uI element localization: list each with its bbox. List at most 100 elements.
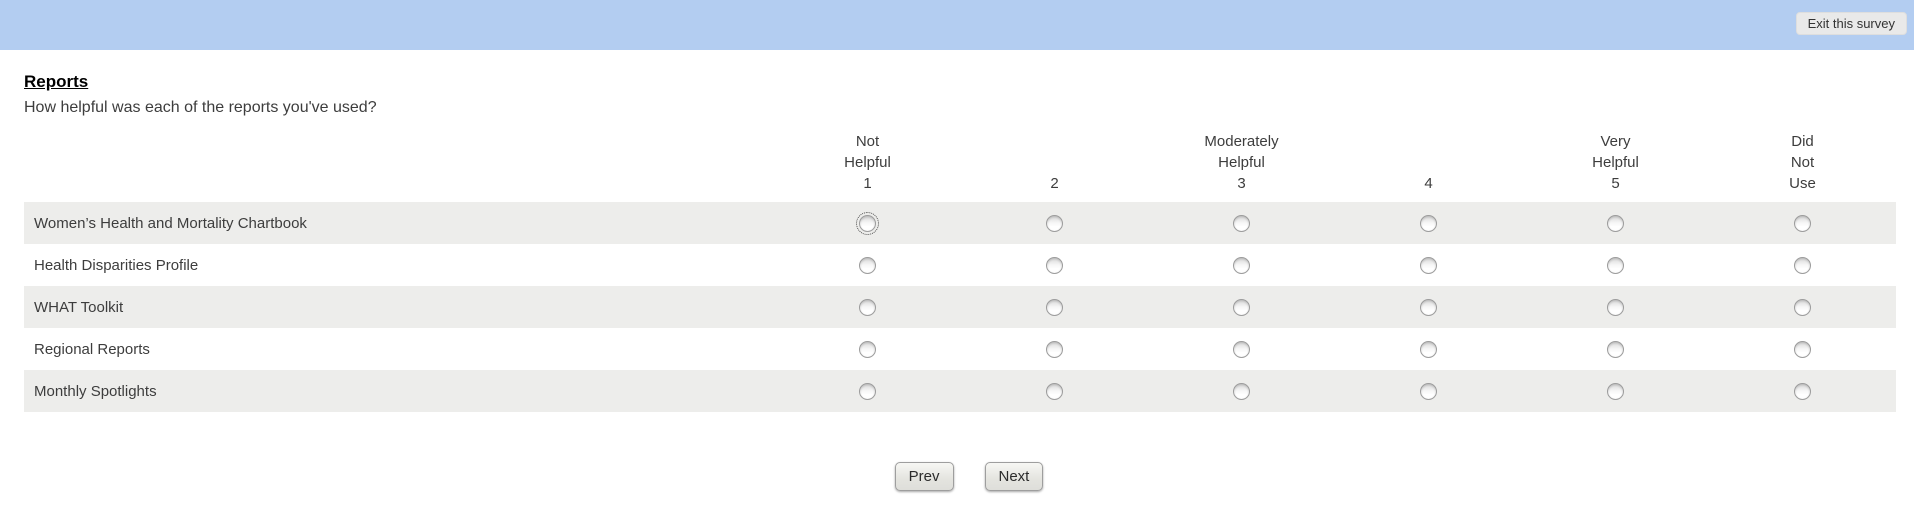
radio-cell xyxy=(1335,298,1522,316)
radio-cell xyxy=(961,382,1148,400)
radio-button[interactable] xyxy=(1607,256,1624,274)
radio-cell xyxy=(961,256,1148,274)
matrix-body: Women’s Health and Mortality Chartbook He… xyxy=(24,202,1896,412)
radio-button[interactable] xyxy=(1046,340,1063,358)
radio-cell xyxy=(1709,382,1896,400)
radio-button[interactable] xyxy=(859,256,876,274)
column-header: 4 xyxy=(1335,173,1522,202)
radio-cell xyxy=(774,298,961,316)
column-header-line: Not xyxy=(855,133,880,150)
matrix-row: Health Disparities Profile xyxy=(24,244,1896,286)
radio-cell xyxy=(1148,298,1335,316)
column-header-line: Not xyxy=(1790,154,1815,171)
column-header: Did Not Use xyxy=(1709,131,1896,202)
radio-cell xyxy=(961,340,1148,358)
column-header: 2 xyxy=(961,173,1148,202)
radio-button[interactable] xyxy=(1233,382,1250,400)
radio-cell xyxy=(1522,382,1709,400)
column-header-line: 5 xyxy=(1611,175,1620,192)
column-header: Very Helpful 5 xyxy=(1522,131,1709,202)
column-header-line: 3 xyxy=(1237,175,1246,192)
radio-cell xyxy=(961,214,1148,232)
column-header-line: Helpful xyxy=(844,154,891,171)
matrix-row: Regional Reports xyxy=(24,328,1896,370)
matrix-row: WHAT Toolkit xyxy=(24,286,1896,328)
question-text: How helpful was each of the reports you'… xyxy=(24,99,377,116)
row-label: Monthly Spotlights xyxy=(34,382,157,400)
radio-cell xyxy=(961,298,1148,316)
nav-buttons: Prev Next xyxy=(24,462,1914,491)
radio-button[interactable] xyxy=(1607,340,1624,358)
radio-cell xyxy=(1522,340,1709,358)
radio-cell xyxy=(1148,382,1335,400)
column-header-line: Very xyxy=(1600,133,1631,150)
row-label: WHAT Toolkit xyxy=(34,298,124,316)
row-label: Health Disparities Profile xyxy=(34,256,199,274)
radio-button[interactable] xyxy=(1046,382,1063,400)
radio-cell xyxy=(1522,214,1709,232)
radio-button[interactable] xyxy=(1794,256,1811,274)
column-header-line: Use xyxy=(1789,175,1816,192)
exit-survey-button[interactable]: Exit this survey xyxy=(1795,12,1907,35)
page-title: Reports xyxy=(24,72,89,91)
radio-button[interactable] xyxy=(1233,298,1250,316)
radio-button[interactable] xyxy=(1046,256,1063,274)
radio-cell xyxy=(1335,256,1522,274)
radio-button[interactable] xyxy=(1420,382,1437,400)
radio-cell xyxy=(1335,214,1522,232)
radio-button[interactable] xyxy=(859,382,876,400)
matrix-header-row: Not Helpful 1 2 Moderately Helpful 3 4 Very Helpf… xyxy=(24,131,1896,202)
radio-cell xyxy=(1709,256,1896,274)
survey-page: Reports How helpful was each of the repo… xyxy=(0,50,1914,491)
radio-cell xyxy=(774,256,961,274)
radio-cell xyxy=(1335,340,1522,358)
row-label: Regional Reports xyxy=(34,340,150,358)
radio-button[interactable] xyxy=(1420,256,1437,274)
matrix-row: Monthly Spotlights xyxy=(24,370,1896,412)
radio-cell xyxy=(774,382,961,400)
radio-button[interactable] xyxy=(1420,340,1437,358)
radio-cell xyxy=(774,340,961,358)
radio-cell xyxy=(1148,256,1335,274)
column-header-line: Moderately xyxy=(1204,133,1279,150)
radio-button[interactable] xyxy=(1233,214,1250,232)
next-button[interactable]: Next xyxy=(984,462,1044,491)
radio-button[interactable] xyxy=(1420,214,1437,232)
column-header-line: 4 xyxy=(1424,175,1433,192)
radio-button[interactable] xyxy=(1607,298,1624,316)
radio-button[interactable] xyxy=(1607,382,1624,400)
radio-button[interactable] xyxy=(1794,340,1811,358)
column-header: Not Helpful 1 xyxy=(774,131,961,202)
radio-cell xyxy=(1709,214,1896,232)
radio-cell xyxy=(1522,256,1709,274)
column-header: Moderately Helpful 3 xyxy=(1148,131,1335,202)
row-label: Women’s Health and Mortality Chartbook xyxy=(34,214,307,232)
radio-button[interactable] xyxy=(1794,214,1811,232)
radio-cell xyxy=(1148,214,1335,232)
radio-button[interactable] xyxy=(1046,298,1063,316)
top-bar: Exit this survey xyxy=(0,0,1914,50)
radio-button[interactable] xyxy=(1794,298,1811,316)
radio-cell xyxy=(1709,340,1896,358)
radio-button[interactable] xyxy=(856,211,879,235)
radio-button[interactable] xyxy=(1420,298,1437,316)
rating-matrix: Not Helpful 1 2 Moderately Helpful 3 4 Very Helpf… xyxy=(24,131,1896,412)
radio-button[interactable] xyxy=(1794,382,1811,400)
column-header-line: 1 xyxy=(863,175,872,192)
radio-button[interactable] xyxy=(1233,340,1250,358)
column-header-line: Helpful xyxy=(1592,154,1639,171)
radio-button[interactable] xyxy=(1607,214,1624,232)
column-header-line: 2 xyxy=(1050,175,1059,192)
radio-cell xyxy=(1335,382,1522,400)
radio-cell xyxy=(1522,298,1709,316)
radio-button[interactable] xyxy=(859,340,876,358)
radio-cell xyxy=(1148,340,1335,358)
radio-button[interactable] xyxy=(1046,214,1063,232)
column-header-line: Did xyxy=(1791,133,1814,150)
prev-button[interactable]: Prev xyxy=(894,462,954,491)
radio-button[interactable] xyxy=(859,298,876,316)
matrix-row: Women’s Health and Mortality Chartbook xyxy=(24,202,1896,244)
radio-cell xyxy=(774,211,961,235)
radio-button[interactable] xyxy=(1233,256,1250,274)
radio-cell xyxy=(1709,298,1896,316)
